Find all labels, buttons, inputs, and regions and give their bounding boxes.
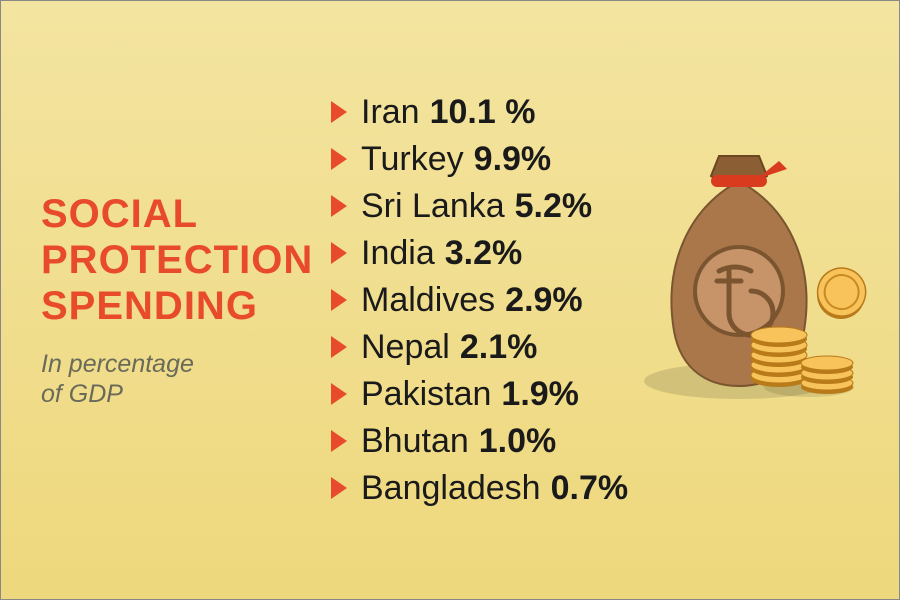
- title-line: PROTECTION: [41, 238, 313, 282]
- infographic-container: SOCIAL PROTECTION SPENDING In percentage…: [0, 0, 900, 600]
- country-label: Maldives: [361, 281, 495, 320]
- country-label: Nepal: [361, 328, 450, 367]
- value-label: 1.9%: [501, 375, 579, 414]
- country-label: Turkey: [361, 140, 464, 179]
- country-label: India: [361, 234, 435, 273]
- main-title: SOCIAL PROTECTION SPENDING: [41, 191, 301, 329]
- title-line: SPENDING: [41, 284, 258, 328]
- country-label: Iran: [361, 93, 420, 132]
- list-item: Bangladesh 0.7%: [331, 469, 899, 508]
- value-label: 3.2%: [445, 234, 523, 273]
- value-label: 0.7%: [551, 469, 629, 508]
- title-line: SOCIAL: [41, 192, 198, 236]
- money-bag-icon: [639, 121, 869, 421]
- chevron-right-icon: [331, 148, 347, 170]
- country-label: Pakistan: [361, 375, 491, 414]
- chevron-right-icon: [331, 383, 347, 405]
- value-label: 5.2%: [515, 187, 593, 226]
- list-item: Bhutan 1.0%: [331, 422, 899, 461]
- chevron-right-icon: [331, 477, 347, 499]
- value-label: 1.0%: [479, 422, 557, 461]
- subtitle: In percentage of GDP: [41, 349, 301, 409]
- chevron-right-icon: [331, 242, 347, 264]
- country-label: Sri Lanka: [361, 187, 505, 226]
- subtitle-line: of GDP: [41, 380, 123, 408]
- country-label: Bhutan: [361, 422, 469, 461]
- value-label: 10.1 %: [430, 93, 536, 132]
- chevron-right-icon: [331, 336, 347, 358]
- value-label: 2.9%: [505, 281, 583, 320]
- chevron-right-icon: [331, 289, 347, 311]
- value-label: 9.9%: [474, 140, 552, 179]
- chevron-right-icon: [331, 101, 347, 123]
- subtitle-line: In percentage: [41, 350, 194, 378]
- country-label: Bangladesh: [361, 469, 541, 508]
- value-label: 2.1%: [460, 328, 538, 367]
- chevron-right-icon: [331, 430, 347, 452]
- left-column: SOCIAL PROTECTION SPENDING In percentage…: [1, 1, 321, 599]
- chevron-right-icon: [331, 195, 347, 217]
